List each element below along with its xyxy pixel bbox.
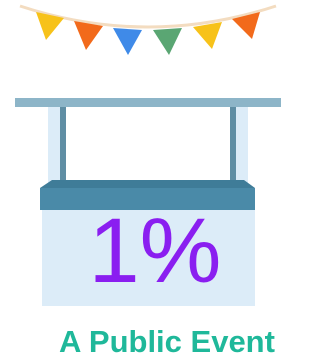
caption: A Public Event — [59, 324, 275, 359]
event-icon: 1% A Public Event — [0, 0, 297, 362]
stat-value: 1% — [89, 200, 222, 302]
page: 1% A Public Event (() => { const data = … — [0, 0, 297, 362]
bunting — [20, 6, 276, 55]
